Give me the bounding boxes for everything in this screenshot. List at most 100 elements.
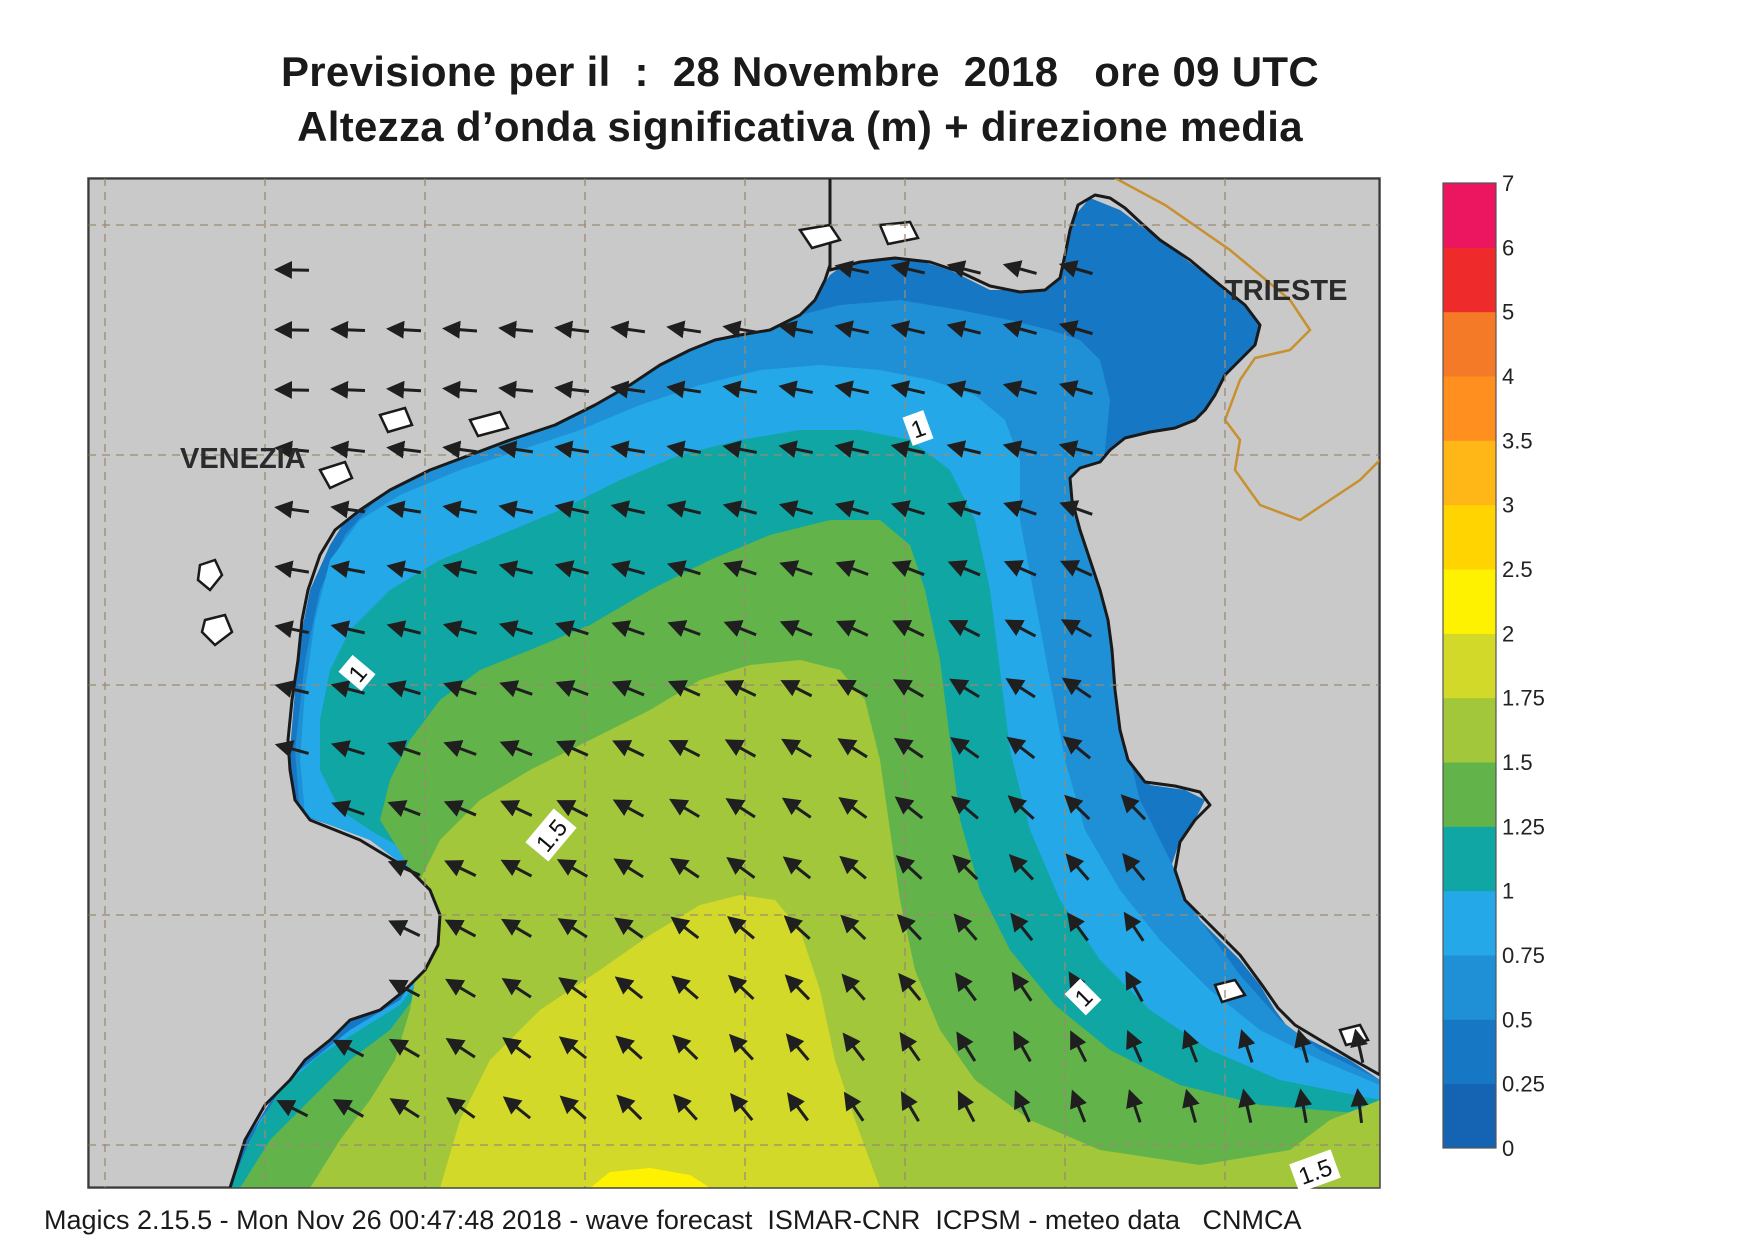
legend-tick-label: 4: [1502, 364, 1514, 389]
wave-arrow: [330, 320, 366, 339]
legend-swatch: [1443, 633, 1496, 699]
wave-arrow: [839, 855, 867, 880]
legend-tick-label: 0.25: [1502, 1072, 1545, 1097]
wave-arrow: [778, 320, 814, 339]
wave-arrow: [554, 500, 590, 518]
wave-arrow: [554, 440, 590, 459]
wave-arrow: [388, 979, 421, 998]
wave-arrow: [611, 620, 645, 638]
place-label-venezia: VENEZIA: [180, 443, 306, 475]
wave-arrow: [725, 798, 756, 819]
wave-arrow: [445, 1037, 476, 1059]
wave-arrow: [612, 799, 645, 818]
wave-arrow: [1122, 852, 1146, 882]
wave-arrow: [779, 560, 813, 578]
wave-arrow: [443, 800, 477, 817]
wave-arrow: [499, 740, 533, 757]
wave-arrow: [330, 620, 366, 638]
wave-arrow: [500, 800, 533, 817]
wave-arrow: [956, 1031, 977, 1062]
wave-arrow: [834, 380, 870, 398]
wave-arrow: [947, 500, 981, 518]
wave-arrow: [389, 1038, 420, 1058]
wave-arrow: [1126, 1029, 1143, 1063]
wave-arrow: [951, 795, 979, 820]
wave-arrow: [555, 680, 589, 697]
wave-arrow: [834, 320, 870, 338]
wave-arrow: [1070, 1030, 1088, 1063]
wave-arrow: [949, 678, 980, 699]
wave-arrow: [834, 260, 870, 278]
map-frame: [87, 177, 1381, 1189]
wave-arrow: [557, 918, 588, 939]
legend-swatch: [1443, 1019, 1496, 1085]
wave-arrow: [843, 1091, 865, 1122]
wave-arrow: [1062, 736, 1092, 760]
wave-arrow: [1059, 500, 1093, 518]
legend-swatch: [1443, 955, 1496, 1020]
wave-arrow: [1064, 794, 1091, 821]
wave-arrow: [1014, 1089, 1031, 1123]
wave-arrow: [954, 972, 977, 1002]
wave-arrow: [610, 380, 646, 399]
legend-tick-label: 0: [1502, 1136, 1514, 1161]
wave-arrow: [1002, 440, 1037, 458]
wave-arrow: [953, 913, 978, 941]
legend-swatch: [1443, 569, 1496, 634]
wave-arrow: [946, 440, 981, 458]
wave-arrow: [554, 560, 589, 578]
wave-arrow: [386, 680, 421, 698]
wave-arrow: [554, 320, 590, 339]
wave-arrow: [781, 738, 812, 758]
wave-arrow: [666, 560, 701, 578]
wave-arrow: [556, 859, 589, 878]
wave-arrow: [838, 796, 868, 819]
footer-credits: Magics 2.15.5 - Mon Nov 26 00:47:48 2018…: [44, 1205, 1302, 1235]
wave-arrow: [786, 1092, 809, 1122]
wave-arrow: [841, 973, 866, 1001]
wave-arrow: [727, 974, 755, 1001]
wave-arrow: [554, 380, 590, 399]
wave-arrow: [1011, 971, 1033, 1002]
wave-arrow: [666, 320, 702, 339]
legend-swatch: [1443, 311, 1496, 377]
wave-arrow: [1350, 1088, 1369, 1124]
wave-arrow: [1059, 560, 1093, 577]
legend-tick-label: 1.75: [1502, 686, 1545, 711]
wave-arrow: [610, 500, 646, 518]
wave-arrow: [615, 1035, 643, 1060]
wave-arrow: [778, 380, 814, 399]
wave-arrow: [946, 380, 981, 398]
wave-arrow: [330, 440, 366, 459]
wave-arrow: [891, 560, 925, 577]
wave-arrow: [672, 1034, 699, 1061]
wave-arrow: [442, 320, 478, 339]
wave-arrow: [728, 1033, 754, 1061]
wave-arrow: [1058, 440, 1093, 458]
wave-arrow: [723, 620, 757, 637]
wave-arrow: [727, 915, 755, 940]
wave-arrow: [834, 500, 869, 518]
wave-arrow: [274, 740, 309, 758]
wave-arrow: [947, 560, 981, 577]
wave-arrow: [330, 740, 365, 758]
wave-arrow: [890, 260, 926, 278]
wave-arrow: [666, 500, 701, 518]
wave-arrow: [442, 380, 478, 399]
wave-arrow: [1182, 1029, 1199, 1063]
wave-arrow: [443, 740, 477, 758]
wave-arrow: [614, 976, 644, 1000]
wave-arrow: [556, 800, 589, 818]
wave-arrow: [892, 620, 925, 637]
legend-swatch: [1443, 826, 1496, 892]
wave-arrow: [501, 977, 532, 999]
color-legend: 0 0.25 0.5 0.75 1 1.25 1.5 1.75 2 2.5 3 3.5 4 5 6 7: [1442, 171, 1545, 1161]
legend-tick-label: 2.5: [1502, 557, 1533, 582]
wave-arrow: [952, 854, 979, 881]
wave-arrow: [1004, 619, 1037, 638]
wave-arrow: [1238, 1088, 1256, 1124]
wave-arrow: [890, 320, 926, 338]
wave-arrow: [274, 620, 310, 639]
wave-arrow: [612, 740, 645, 757]
wave-arrow: [950, 737, 980, 759]
